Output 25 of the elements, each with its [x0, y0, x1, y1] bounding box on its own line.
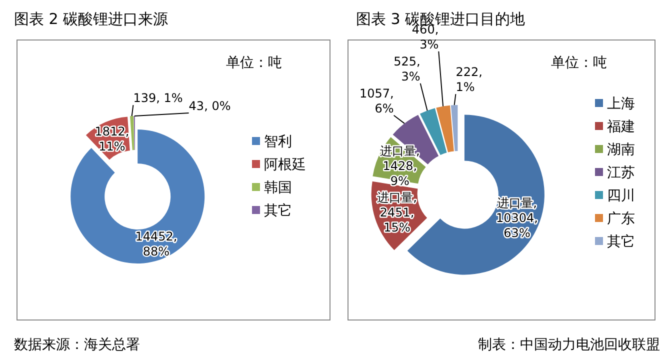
data-label: 139, 1% — [133, 91, 183, 106]
data-label: 进口量, 10304, 63% — [496, 196, 538, 240]
chart-title: 图表 2 碳酸锂进口来源 — [14, 10, 168, 28]
data-label: 222, 1% — [456, 65, 482, 94]
text: 制表：中国动力电池回收联盟 — [478, 337, 660, 353]
data-label: 1057, 6% — [359, 86, 394, 116]
legend-label: 智利 — [264, 134, 292, 150]
data-label: 525, 3% — [394, 54, 420, 84]
legend-label: 广东 — [607, 211, 635, 227]
data-label: 1812, 11% — [94, 124, 130, 154]
data-label: 14452, 88% — [135, 229, 178, 258]
legend-label: 其它 — [607, 234, 635, 250]
legend-label: 其它 — [264, 203, 292, 219]
legend-label: 四川 — [607, 188, 635, 204]
text: 单位：吨 — [551, 55, 607, 71]
legend-label: 福建 — [607, 119, 635, 135]
data-label: 进口量, 2451, 15% — [377, 190, 417, 234]
source-note: 数据来源：海关总署 — [14, 337, 140, 353]
data-label: 43, 0% — [188, 99, 231, 114]
legend-label: 湖南 — [607, 142, 635, 158]
legend-label: 阿根廷 — [264, 157, 306, 173]
legend-label: 韩国 — [264, 180, 292, 196]
legend-label: 江苏 — [607, 165, 635, 181]
text: 单位：吨 — [226, 55, 282, 71]
legend-label: 上海 — [607, 96, 635, 112]
